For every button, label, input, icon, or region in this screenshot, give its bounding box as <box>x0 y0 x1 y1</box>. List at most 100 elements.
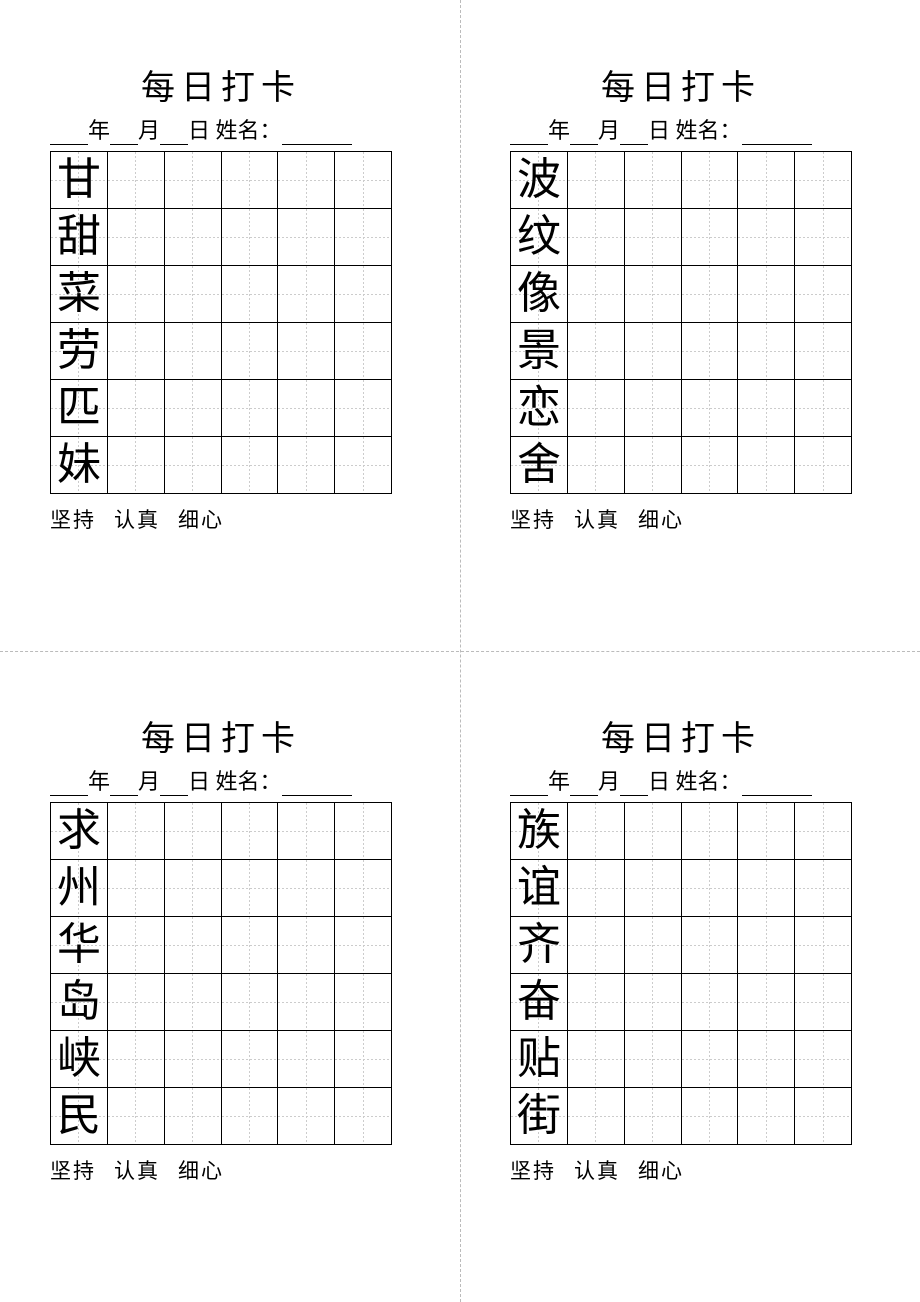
practice-cell <box>567 803 624 860</box>
cell-guides <box>682 152 738 208</box>
cell-guides <box>278 1088 334 1144</box>
grid-row: 华 <box>51 917 392 974</box>
example-character: 甜 <box>51 215 107 259</box>
practice-cell <box>164 1031 221 1088</box>
practice-cell <box>221 917 278 974</box>
cell-guides <box>335 974 391 1030</box>
example-character: 奋 <box>511 980 567 1024</box>
practice-cell <box>567 323 624 380</box>
practice-cell <box>107 860 164 917</box>
cell-guides <box>165 266 221 322</box>
cell-guides <box>682 266 738 322</box>
card-footer: 坚持认真细心 <box>510 504 852 534</box>
practice-cell <box>567 974 624 1031</box>
grid-row: 谊 <box>511 860 852 917</box>
footer-word: 认真 <box>574 1159 620 1183</box>
cell-guides <box>278 266 334 322</box>
practice-cell <box>164 917 221 974</box>
example-character: 波 <box>511 158 567 202</box>
cell-guides <box>738 860 794 916</box>
practice-cell <box>795 1031 852 1088</box>
practice-cell <box>221 860 278 917</box>
cell-guides <box>165 860 221 916</box>
cell-guides <box>108 1031 164 1087</box>
practice-cell <box>107 437 164 494</box>
cell-guides <box>568 380 624 436</box>
grid-row: 甜 <box>51 209 392 266</box>
char-cell: 奋 <box>511 974 568 1031</box>
example-character: 纹 <box>511 215 567 259</box>
blank-name <box>282 774 352 796</box>
practice-cell <box>681 152 738 209</box>
cell-guides <box>795 152 851 208</box>
cell-guides <box>335 152 391 208</box>
cell-guides <box>682 209 738 265</box>
practice-cell <box>164 1088 221 1145</box>
char-cell: 纹 <box>511 209 568 266</box>
practice-cell <box>567 917 624 974</box>
practice-cell <box>681 917 738 974</box>
cell-guides <box>738 152 794 208</box>
cell-guides <box>165 209 221 265</box>
blank-year <box>510 774 548 796</box>
grid-row: 劳 <box>51 323 392 380</box>
practice-cell <box>624 1088 681 1145</box>
practice-cell <box>164 860 221 917</box>
cell-guides <box>568 917 624 973</box>
cell-guides <box>795 803 851 859</box>
label-day: 日 <box>648 118 670 143</box>
blank-day <box>160 774 188 796</box>
practice-cell <box>164 803 221 860</box>
date-line: 年月日 姓名： <box>50 113 392 145</box>
practice-cell <box>624 152 681 209</box>
cell-guides <box>795 380 851 436</box>
practice-cell <box>795 860 852 917</box>
practice-grid: 族谊齐奋贴街 <box>510 802 852 1145</box>
practice-cell <box>278 266 335 323</box>
cell-guides <box>625 917 681 973</box>
cell-guides <box>795 1088 851 1144</box>
cell-guides <box>625 803 681 859</box>
example-character: 菜 <box>51 272 107 316</box>
char-cell: 求 <box>51 803 108 860</box>
cell-guides <box>335 380 391 436</box>
practice-cell <box>624 974 681 1031</box>
char-cell: 甜 <box>51 209 108 266</box>
cell-guides <box>222 803 278 859</box>
cell-guides <box>335 209 391 265</box>
cell-guides <box>682 974 738 1030</box>
grid-row: 景 <box>511 323 852 380</box>
cell-guides <box>682 1088 738 1144</box>
practice-cell <box>795 437 852 494</box>
blank-month <box>570 123 598 145</box>
cell-guides <box>335 917 391 973</box>
cell-guides <box>568 1031 624 1087</box>
label-year: 年 <box>548 769 570 794</box>
cell-guides <box>108 860 164 916</box>
cell-guides <box>795 917 851 973</box>
practice-cell <box>738 917 795 974</box>
grid-row: 州 <box>51 860 392 917</box>
practice-cell <box>624 860 681 917</box>
blank-day <box>620 774 648 796</box>
cell-guides <box>278 323 334 379</box>
cell-guides <box>625 974 681 1030</box>
cell-guides <box>738 917 794 973</box>
practice-cell <box>335 266 392 323</box>
card-title: 每日打卡 <box>510 711 852 760</box>
cell-guides <box>738 323 794 379</box>
practice-cell <box>795 974 852 1031</box>
label-name: 姓名： <box>216 118 282 143</box>
footer-word: 细心 <box>638 508 684 532</box>
practice-cell <box>681 380 738 437</box>
practice-cell <box>164 152 221 209</box>
cell-guides <box>165 152 221 208</box>
practice-cell <box>164 974 221 1031</box>
practice-cell <box>738 1088 795 1145</box>
practice-card: 每日打卡年月日 姓名：族谊齐奋贴街坚持认真细心 <box>460 651 920 1302</box>
footer-word: 坚持 <box>510 1159 556 1183</box>
cell-guides <box>738 803 794 859</box>
grid-row: 岛 <box>51 974 392 1031</box>
cell-guides <box>738 209 794 265</box>
practice-cell <box>624 1031 681 1088</box>
